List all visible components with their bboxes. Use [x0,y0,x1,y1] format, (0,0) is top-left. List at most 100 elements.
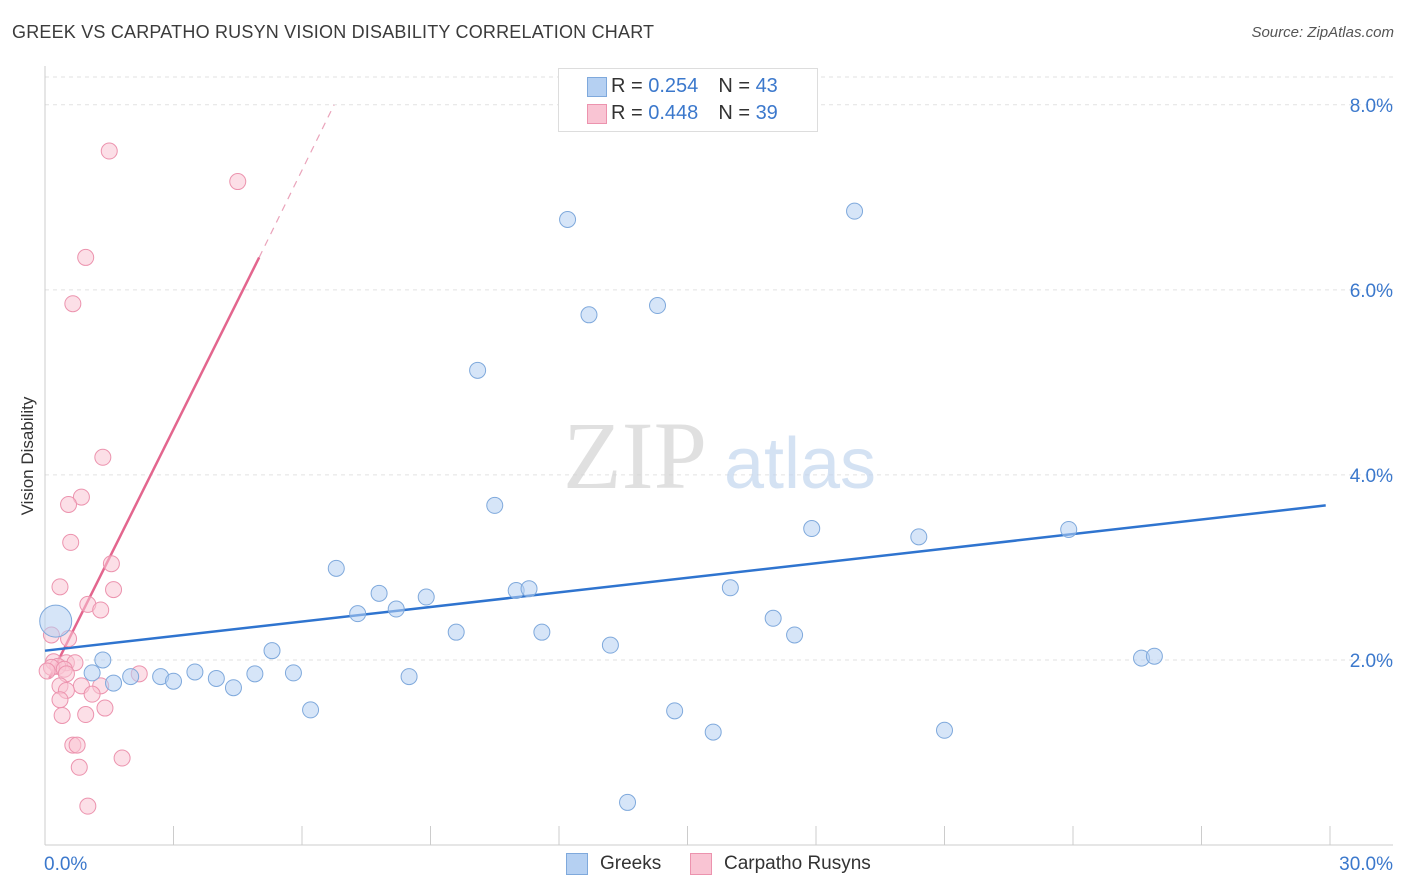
greeks-point [704,723,722,741]
greeks-point [520,580,538,598]
watermark-zip: ZIP [563,402,707,509]
rusyns-point [60,495,78,513]
greeks-point [327,559,345,577]
rusyns-points [38,142,247,815]
greeks-point [601,636,619,654]
greeks-point [580,306,598,324]
y-tick-label: 8.0% [1350,96,1393,117]
greeks-n-value: 43 [755,74,778,97]
greeks-point [533,623,551,641]
greeks-point [721,579,739,597]
greeks-point [122,668,140,686]
rusyns-point [51,578,69,596]
y-tick-label: 2.0% [1350,651,1393,672]
y-tick-label: 4.0% [1350,466,1393,487]
greeks-point [910,528,928,546]
legend-greeks[interactable]: Greeks [566,852,661,876]
x-tick-label: 0.0% [44,854,87,875]
rusyns-point [102,555,120,573]
rusyns-point [100,142,118,160]
greeks-point [1060,520,1078,538]
rusyns-point [62,533,80,551]
y-tick-label: 6.0% [1350,281,1393,302]
legend-rusyns[interactable]: Carpatho Rusyns [690,852,871,876]
greeks-point [349,605,367,623]
greeks-r-label: R = [611,74,643,97]
rusyns-point [83,685,101,703]
rusyns-trendline-segment [48,256,261,680]
greeks-point [417,588,435,606]
rusyns-r-value: 0.448 [648,101,699,124]
rusyns-point [64,295,82,313]
legend-greeks-swatch [566,853,588,875]
greeks-point [387,600,405,618]
greeks-point [224,679,242,697]
rusyns-point [53,706,71,724]
greeks-trendline [44,504,1326,652]
watermark-atlas: atlas [724,424,876,504]
rusyns-point [38,662,56,680]
rusyns-point [77,248,95,266]
legend-greeks-label: Greeks [600,853,662,874]
greeks-point [105,674,123,692]
greeks-point [786,626,804,644]
rusyns-point [92,601,110,619]
rusyns-n-value: 39 [755,101,778,124]
greeks-point [284,664,302,682]
greeks-point [559,210,577,228]
rusyns-point [94,448,112,466]
greeks-point [486,496,504,514]
chart-title: GREEK VS CARPATHO RUSYN VISION DISABILIT… [12,22,655,42]
greeks-point [619,793,637,811]
watermark: ZIP atlas [563,402,876,509]
greeks-swatch [587,77,607,97]
greeks-n-label: N = [718,74,750,97]
stats-row-greeks: R = 0.254 N = 43 [587,73,778,99]
source-label: Source: ZipAtlas.com [1251,24,1394,41]
greeks-point [246,665,264,683]
rusyns-r-label: R = [611,101,643,124]
greeks-point [803,520,821,538]
greeks-point [165,672,182,690]
greeks-point [666,702,684,720]
stats-row-rusyns: R = 0.448 N = 39 [587,100,778,126]
greeks-points [39,202,1163,811]
greeks-r-value: 0.254 [648,74,699,97]
tick-labels: 2.0% 4.0% 6.0% 8.0% 0.0% 30.0% [44,96,1393,875]
greeks-point [370,584,388,602]
greeks-point [302,701,320,719]
greeks-point [447,623,465,641]
rusyns-point [229,173,247,191]
greeks-point [186,663,204,681]
rusyns-point [68,736,86,754]
rusyns-point [96,699,114,717]
greeks-trendline-segment [44,504,1326,652]
rusyns-trendline [48,104,335,680]
rusyns-point [72,488,90,506]
greeks-point [764,609,782,627]
rusyns-swatch [587,104,607,124]
rusyns-point [51,691,69,709]
x-tick-label: 30.0% [1339,854,1393,875]
rusyns-trendline-extension [258,104,335,258]
rusyns-point [77,706,95,724]
rusyns-n-label: N = [718,101,750,124]
greeks-point [469,361,487,379]
legend-rusyns-label: Carpatho Rusyns [724,853,871,874]
rusyns-point [113,749,131,767]
greeks-point [263,642,281,660]
greeks-point [649,297,667,315]
greeks-point [846,202,864,220]
gridlines [45,76,1393,661]
greeks-point [207,669,225,687]
greeks-point [1145,647,1163,665]
rusyns-point [79,797,97,815]
greeks-point [400,668,418,686]
greeks-point [83,664,101,682]
y-axis-label: Vision Disability [18,396,37,516]
greeks-point [936,721,953,739]
greeks-point [39,604,73,638]
greeks-point [94,651,112,669]
rusyns-point [105,581,123,599]
